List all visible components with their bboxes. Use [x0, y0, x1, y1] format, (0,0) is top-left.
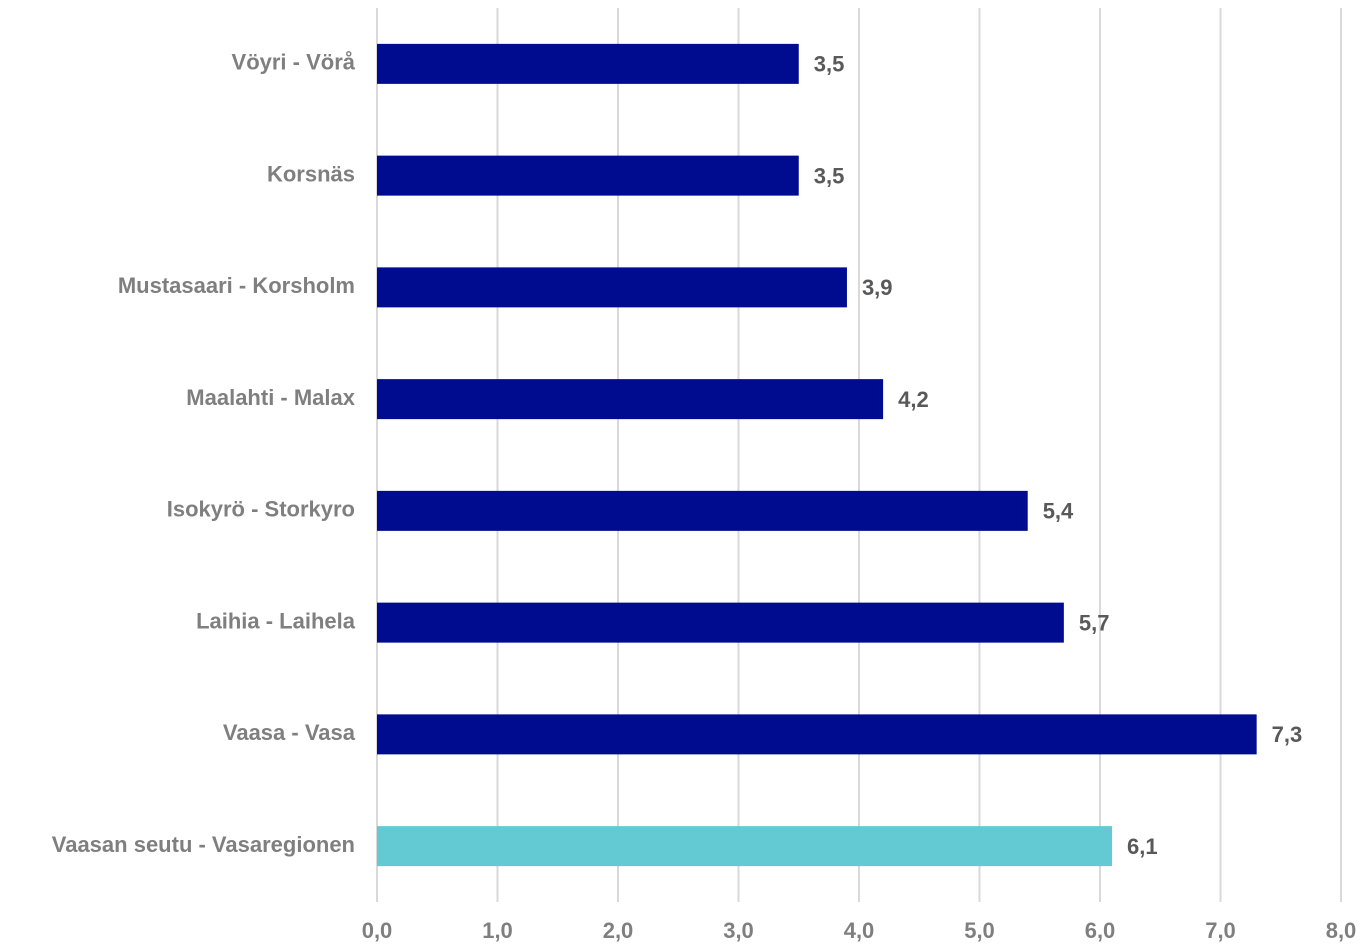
value-label: 3,9	[862, 275, 893, 300]
y-tick-label: Isokyrö - Storkyro	[167, 497, 355, 522]
bar	[377, 602, 1064, 643]
y-tick-label: Vaasan seutu - Vasaregionen	[52, 832, 355, 857]
x-tick-label: 5,0	[964, 918, 995, 943]
x-tick-label: 8,0	[1326, 918, 1357, 943]
x-tick-label: 7,0	[1205, 918, 1236, 943]
y-tick-label: Vöyri - Vörå	[232, 50, 356, 75]
bar	[377, 490, 1028, 531]
value-label: 6,1	[1127, 834, 1158, 859]
x-tick-label: 0,0	[362, 918, 393, 943]
value-label: 5,4	[1043, 499, 1074, 524]
value-label: 5,7	[1079, 610, 1110, 635]
y-tick-label: Maalahti - Malax	[186, 385, 355, 410]
y-tick-label: Korsnäs	[267, 161, 355, 186]
x-tick-label: 6,0	[1085, 918, 1116, 943]
value-label: 3,5	[814, 52, 845, 77]
bar	[377, 714, 1257, 755]
y-tick-label: Mustasaari - Korsholm	[118, 273, 355, 298]
bar	[377, 379, 884, 420]
bar	[377, 43, 799, 84]
bar	[377, 826, 1113, 867]
value-label: 4,2	[898, 387, 929, 412]
y-tick-label: Laihia - Laihela	[196, 608, 356, 633]
value-label: 3,5	[814, 163, 845, 188]
x-tick-label: 4,0	[844, 918, 875, 943]
value-label: 7,3	[1272, 722, 1303, 747]
bar	[377, 155, 799, 196]
y-tick-label: Vaasa - Vasa	[223, 720, 356, 745]
x-tick-label: 1,0	[482, 918, 513, 943]
bar	[377, 267, 847, 308]
x-tick-label: 3,0	[723, 918, 754, 943]
x-tick-label: 2,0	[603, 918, 634, 943]
